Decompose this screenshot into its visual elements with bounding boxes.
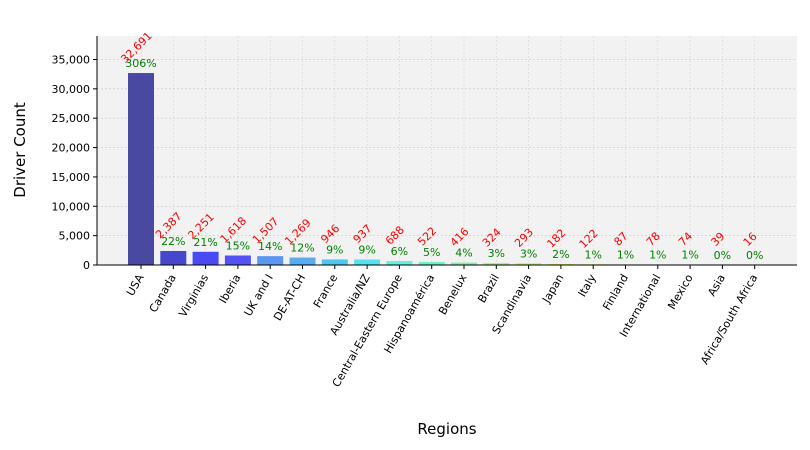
percent-label: 21% xyxy=(193,236,217,249)
bar xyxy=(224,255,251,265)
percent-label: 1% xyxy=(681,249,698,262)
x-tick-label: Asia xyxy=(705,272,728,298)
y-tick-label: 5,000 xyxy=(59,230,91,243)
y-tick-label: 10,000 xyxy=(52,200,91,213)
y-tick-label: 20,000 xyxy=(52,142,91,155)
x-axis-title: Regions xyxy=(417,420,476,438)
grid-lines xyxy=(97,36,797,265)
x-tick-label: Canada xyxy=(147,272,179,315)
percent-label: 6% xyxy=(391,245,408,258)
percent-label: 9% xyxy=(326,243,343,256)
percent-label: 15% xyxy=(226,239,250,252)
percent-label: 5% xyxy=(423,246,440,259)
bar xyxy=(128,73,154,265)
x-tick-label: Italy xyxy=(576,272,599,300)
bar xyxy=(192,251,219,265)
y-tick-label: 25,000 xyxy=(52,112,91,125)
percent-label: 4% xyxy=(455,247,472,260)
y-axis-title: Driver Count xyxy=(11,102,29,198)
percent-label: 12% xyxy=(290,242,314,255)
x-tick-label: Japan xyxy=(539,272,566,306)
bar xyxy=(160,250,187,265)
bar xyxy=(547,263,574,265)
bar xyxy=(321,259,348,265)
percent-label: 0% xyxy=(746,249,763,262)
x-tick-label: Mexico xyxy=(665,272,696,312)
x-tick-label: France xyxy=(311,272,341,310)
percent-label: 22% xyxy=(161,235,185,248)
percent-label: 3% xyxy=(520,247,537,260)
bar xyxy=(386,260,413,265)
plot-background xyxy=(97,36,797,265)
bar xyxy=(483,263,510,265)
bar xyxy=(354,259,381,265)
percent-label: 1% xyxy=(649,249,666,262)
y-tick-label: 35,000 xyxy=(52,53,91,66)
x-tick-label: Virginias xyxy=(176,272,211,320)
percent-label: 0% xyxy=(714,249,731,262)
bar xyxy=(418,261,445,265)
x-tick-label: Brazil xyxy=(475,272,502,305)
y-axis-ticks: 0 5,000 10,000 15,000 20,000 25,000 30,000 35,0… xyxy=(52,53,97,272)
bar xyxy=(451,262,477,265)
y-tick-label: 15,000 xyxy=(52,171,91,184)
percent-label: 9% xyxy=(358,243,375,256)
x-tick-label: UK and I xyxy=(241,272,275,319)
bar xyxy=(515,263,542,265)
percent-label: 306% xyxy=(125,57,156,70)
bar xyxy=(257,256,284,265)
percent-label: 3% xyxy=(488,247,505,260)
x-tick-label: USA xyxy=(124,272,147,299)
bar xyxy=(289,257,316,265)
percent-label: 14% xyxy=(258,240,282,253)
y-tick-label: 0 xyxy=(83,259,90,272)
x-tick-label: DE-AT-CH xyxy=(271,272,308,323)
bars xyxy=(128,73,768,266)
percent-label: 1% xyxy=(584,248,601,261)
y-tick-label: 30,000 xyxy=(52,83,91,96)
x-tick-label: Iberia xyxy=(217,272,244,306)
x-tick-label: Benelux xyxy=(436,272,470,318)
percent-label: 2% xyxy=(552,248,569,261)
x-tick-label: Finland xyxy=(600,272,631,313)
percent-label: 1% xyxy=(617,248,634,261)
